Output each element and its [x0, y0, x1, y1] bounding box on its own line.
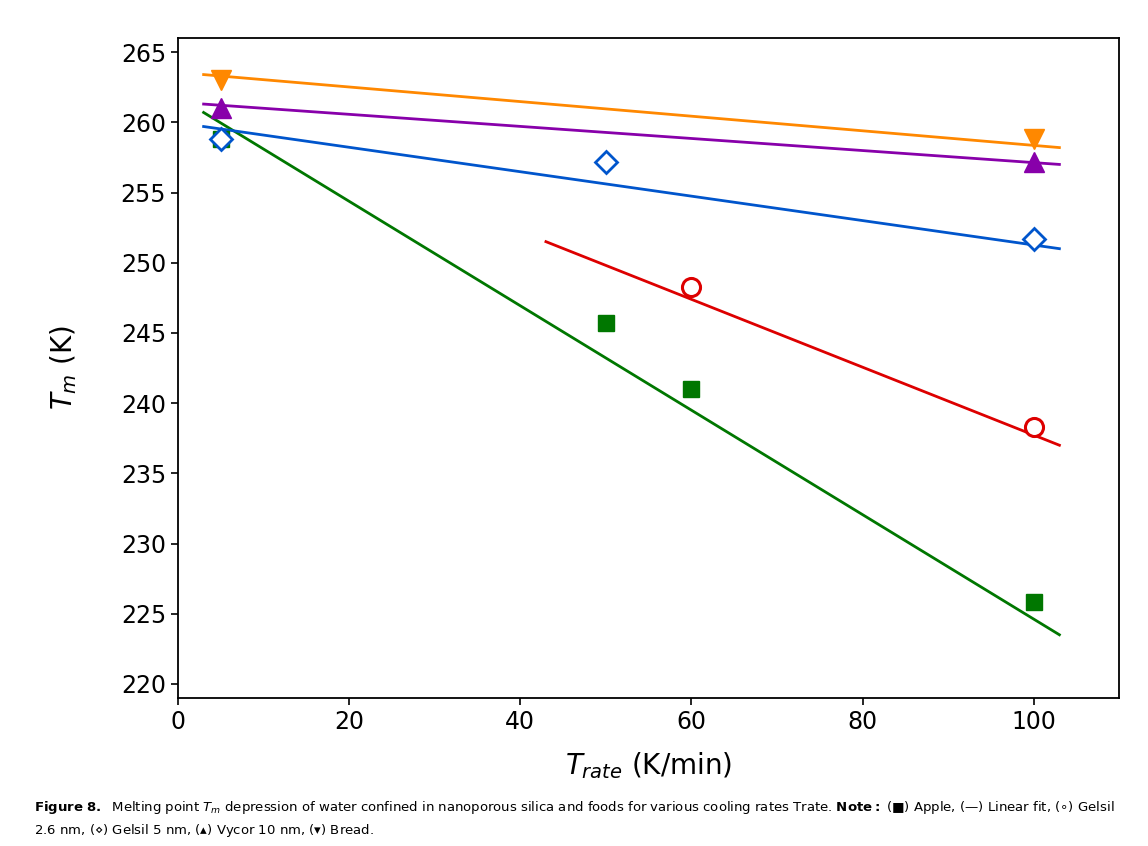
Text: $\mathit{T}_{rate}$ (K/min): $\mathit{T}_{rate}$ (K/min)	[565, 750, 732, 781]
Text: 2.6 nm, ($\diamond$) Gelsil 5 nm, ($\blacktriangle$) Vycor 10 nm, ($\blacktriang: 2.6 nm, ($\diamond$) Gelsil 5 nm, ($\bla…	[34, 822, 374, 839]
Text: $\mathit{T}_m$ (K): $\mathit{T}_m$ (K)	[48, 326, 78, 410]
Text: $\bf{Figure\ 8.}$  Melting point $T_m$ depression of water confined in nanoporou: $\bf{Figure\ 8.}$ Melting point $T_m$ de…	[34, 799, 1115, 816]
